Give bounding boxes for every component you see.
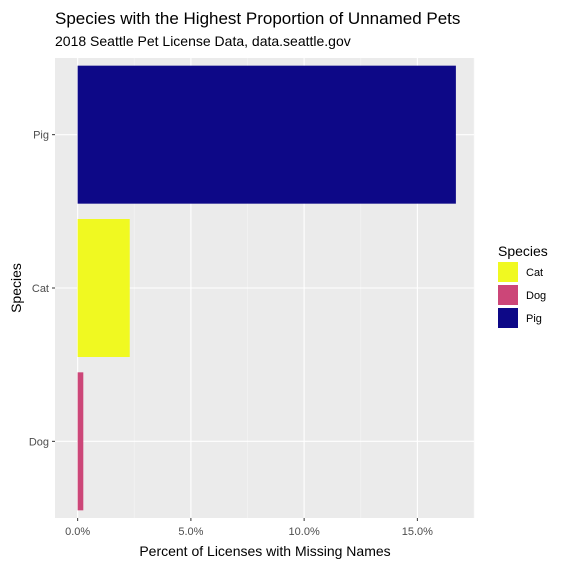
legend-label-dog: Dog	[526, 290, 546, 302]
x-tick-label: 10.0%	[289, 526, 320, 538]
y-axis-title: Species	[8, 263, 24, 313]
bar-pig	[77, 65, 456, 204]
axes-layer: 0.0% 5.0% 10.0% 15.0% Pig Cat Dog	[29, 130, 433, 538]
bar-cat	[77, 219, 130, 357]
legend-key-pig	[498, 308, 518, 328]
legend-key-cat	[498, 262, 518, 282]
bar-dog	[77, 372, 84, 511]
legend-label-pig: Pig	[526, 313, 542, 325]
legend: Species Cat Dog Pig	[498, 243, 548, 328]
x-axis-title: Percent of Licenses with Missing Names	[139, 543, 390, 559]
chart-title: Species with the Highest Proportion of U…	[55, 9, 460, 28]
x-tick-label: 5.0%	[178, 526, 203, 538]
x-tick-label: 0.0%	[65, 526, 90, 538]
y-tick-label: Dog	[29, 436, 49, 448]
legend-label-cat: Cat	[526, 267, 543, 279]
x-tick-label: 15.0%	[402, 526, 433, 538]
legend-key-dog	[498, 285, 518, 305]
legend-title: Species	[498, 243, 548, 259]
y-tick-label: Cat	[32, 283, 49, 295]
y-tick-label: Pig	[33, 130, 49, 142]
bars-layer	[77, 65, 456, 511]
chart-subtitle: 2018 Seattle Pet License Data, data.seat…	[55, 33, 351, 49]
